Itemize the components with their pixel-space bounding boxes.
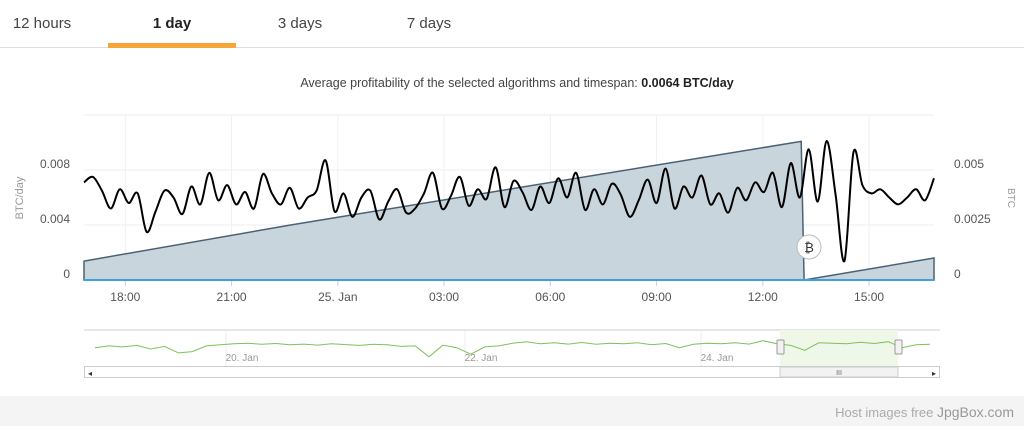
- navigator-handle[interactable]: [894, 339, 903, 355]
- navigator-scrollbar-thumb[interactable]: III: [779, 366, 899, 378]
- navigator-date-label: 24. Jan: [701, 353, 734, 364]
- footer: Host images free JpgBox.com: [0, 396, 1024, 426]
- summary-text: Average profitability of the selected al…: [300, 76, 642, 90]
- x-axis-tick: 09:00: [642, 290, 672, 304]
- timespan-tabs: 12 hours 1 day 3 days 7 days: [0, 0, 1024, 48]
- left-axis-tick: 0.004: [40, 212, 70, 226]
- scroll-right-arrow-icon[interactable]: ▸: [932, 369, 936, 378]
- left-axis-title: BTC/day: [14, 176, 26, 219]
- footer-text: Host images free: [835, 405, 937, 420]
- navigator-date-label: 22. Jan: [465, 353, 498, 364]
- left-axis-tick: 0: [63, 267, 70, 281]
- right-axis-tick: 0.005: [954, 157, 984, 171]
- right-axis-title: BTC: [1005, 188, 1016, 208]
- navigator[interactable]: 20. Jan 22. Jan 24. Jan III ◂ ▸: [84, 329, 940, 378]
- x-axis-tick: 06:00: [535, 290, 565, 304]
- profitability-chart: 0 0.004 0.008 0 0.0025 0.005 18:00 21:00 25. Jan…: [14, 114, 1016, 378]
- x-axis-tick: 15:00: [854, 290, 884, 304]
- x-axis-tick: 25. Jan: [318, 290, 357, 304]
- navigator-handle[interactable]: [776, 339, 785, 355]
- right-axis-tick: 0: [954, 267, 961, 281]
- tab-1-day[interactable]: 1 day: [108, 0, 236, 48]
- x-axis-tick: 12:00: [748, 290, 778, 304]
- x-axis-tick: 18:00: [110, 290, 140, 304]
- navigator-date-label: 20. Jan: [226, 353, 259, 364]
- profitability-line: [83, 140, 935, 263]
- left-axis-tick: 0.008: [40, 157, 70, 171]
- navigator-scrollbar-track[interactable]: [84, 366, 940, 378]
- scrollbar-grip: III: [836, 370, 842, 377]
- x-axis-tick: 21:00: [217, 290, 247, 304]
- bitcoin-icon: ₿: [804, 240, 814, 255]
- scroll-left-arrow-icon[interactable]: ◂: [88, 369, 92, 378]
- tab-12-hours[interactable]: 12 hours: [12, 15, 72, 32]
- tab-7-days[interactable]: 7 days: [406, 15, 452, 32]
- x-axis-tick: 03:00: [429, 290, 459, 304]
- summary-value: 0.0064 BTC/day: [641, 76, 734, 90]
- balance-area: [83, 140, 935, 281]
- right-axis-tick: 0.0025: [954, 212, 991, 226]
- bitcoin-flag-marker[interactable]: ₿: [796, 234, 822, 260]
- tab-3-days[interactable]: 3 days: [277, 15, 323, 32]
- footer-brand-link[interactable]: JpgBox.com: [936, 404, 1014, 420]
- navigator-line: [94, 340, 931, 358]
